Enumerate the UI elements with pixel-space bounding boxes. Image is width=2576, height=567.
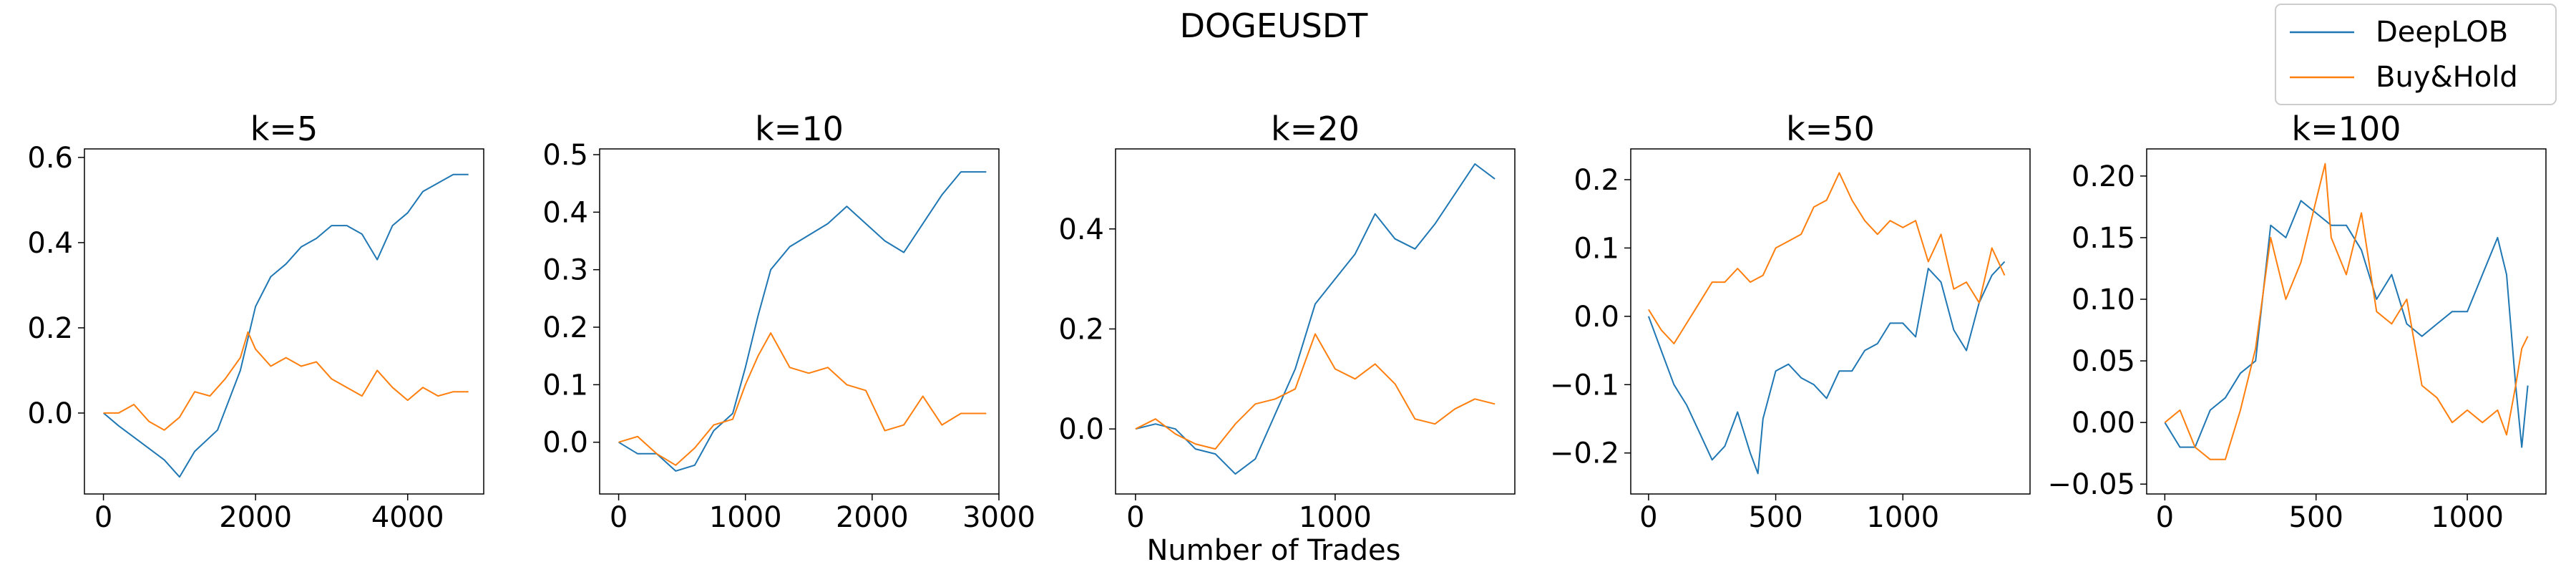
series-line-buy-hold — [1648, 172, 2006, 344]
legend-label-deeplob: DeepLOB — [2376, 16, 2508, 49]
y-tick-label: 0.05 — [2072, 345, 2135, 378]
x-tick-label: 0 — [94, 501, 112, 534]
x-tick-label: 0 — [1639, 501, 1657, 534]
subplot-title: k=5 — [250, 110, 318, 148]
subplot: k=10 0 1000 2000 3000 0.0 0.1 0.2 0.3 0.4 0.5 — [542, 110, 1035, 534]
x-tick-label: 500 — [2289, 501, 2343, 534]
y-tick-label: −0.1 — [1550, 369, 1619, 402]
subplot: k=50 0 500 1000 −0.2 −0.1 0.0 0.1 0.2 — [1550, 110, 2031, 534]
y-tick-label: 0.4 — [27, 227, 73, 260]
subplot-title: k=20 — [1271, 110, 1360, 148]
x-tick-label: 0 — [610, 501, 628, 534]
y-tick-label: 0.2 — [1574, 164, 1619, 197]
y-tick-label: 0.4 — [1058, 213, 1104, 246]
x-tick-label: 2000 — [219, 501, 292, 534]
y-tick-label: −0.2 — [1550, 437, 1619, 470]
series-line-deeplob — [618, 171, 987, 472]
plot-frame — [599, 148, 1000, 495]
x-tick-label: 2000 — [836, 501, 909, 534]
legend-label-buyhold: Buy&Hold — [2376, 61, 2518, 94]
shared-x-axis-label: Number of Trades — [1146, 534, 1400, 567]
series-line-deeplob — [102, 173, 469, 478]
y-tick-label: 0.2 — [542, 311, 588, 344]
x-tick-label: 0 — [2156, 501, 2174, 534]
y-tick-label: 0.6 — [27, 142, 73, 175]
series-line-buy-hold — [618, 332, 987, 466]
x-tick-label: 1000 — [2431, 501, 2504, 534]
x-tick-label: 1000 — [1866, 501, 1939, 534]
y-tick-label: 0.2 — [27, 312, 73, 345]
y-tick-label: 0.4 — [542, 196, 588, 229]
y-tick-label: 0.15 — [2072, 222, 2135, 255]
plot-frame — [84, 148, 484, 495]
plot-frame — [1630, 148, 2031, 495]
series-line-deeplob — [1647, 261, 2006, 475]
subplot: k=100 0 500 1000 −0.05 0.00 0.05 0.10 0.15 0.20 — [2047, 110, 2547, 534]
y-tick-label: 0.0 — [542, 427, 588, 460]
y-tick-label: −0.05 — [2047, 468, 2135, 501]
y-tick-label: 0.0 — [1058, 413, 1104, 446]
x-tick-label: 4000 — [371, 501, 444, 534]
y-tick-label: 0.1 — [542, 369, 588, 402]
plot-frame — [1115, 148, 1516, 495]
series-line-buy-hold — [2164, 163, 2529, 460]
legend-box — [2275, 4, 2557, 105]
x-tick-label: 500 — [1748, 501, 1802, 534]
y-tick-label: 0.5 — [542, 139, 588, 172]
subplot: k=20 0 1000 0.0 0.2 0.4 — [1058, 110, 1516, 534]
y-tick-label: 0.1 — [1574, 232, 1619, 265]
figure-title: DOGEUSDT — [1180, 6, 1369, 45]
y-tick-label: 0.20 — [2072, 160, 2135, 193]
x-tick-label: 3000 — [962, 501, 1035, 534]
subplot-title: k=50 — [1786, 110, 1875, 148]
x-tick-label: 0 — [1126, 501, 1144, 534]
subplot-title: k=100 — [2292, 110, 2401, 148]
plot-frame — [2146, 148, 2547, 495]
subplot-title: k=10 — [755, 110, 844, 148]
y-tick-label: 0.2 — [1058, 313, 1104, 346]
series-line-buy-hold — [103, 331, 469, 431]
y-tick-label: 0.10 — [2072, 284, 2135, 316]
series-line-deeplob — [1135, 163, 1496, 475]
subplot: k=5 0 2000 4000 0.0 0.2 0.4 0.6 — [27, 110, 484, 534]
x-tick-label: 1000 — [1299, 501, 1372, 534]
y-tick-label: 0.0 — [27, 397, 73, 430]
y-tick-label: 0.0 — [1574, 301, 1619, 334]
x-tick-label: 1000 — [709, 501, 782, 534]
y-tick-label: 0.00 — [2072, 407, 2135, 440]
series-line-buy-hold — [1135, 333, 1496, 450]
series-line-deeplob — [2164, 200, 2529, 448]
y-tick-label: 0.3 — [542, 254, 588, 287]
legend: DeepLOB Buy&Hold — [2275, 4, 2557, 105]
